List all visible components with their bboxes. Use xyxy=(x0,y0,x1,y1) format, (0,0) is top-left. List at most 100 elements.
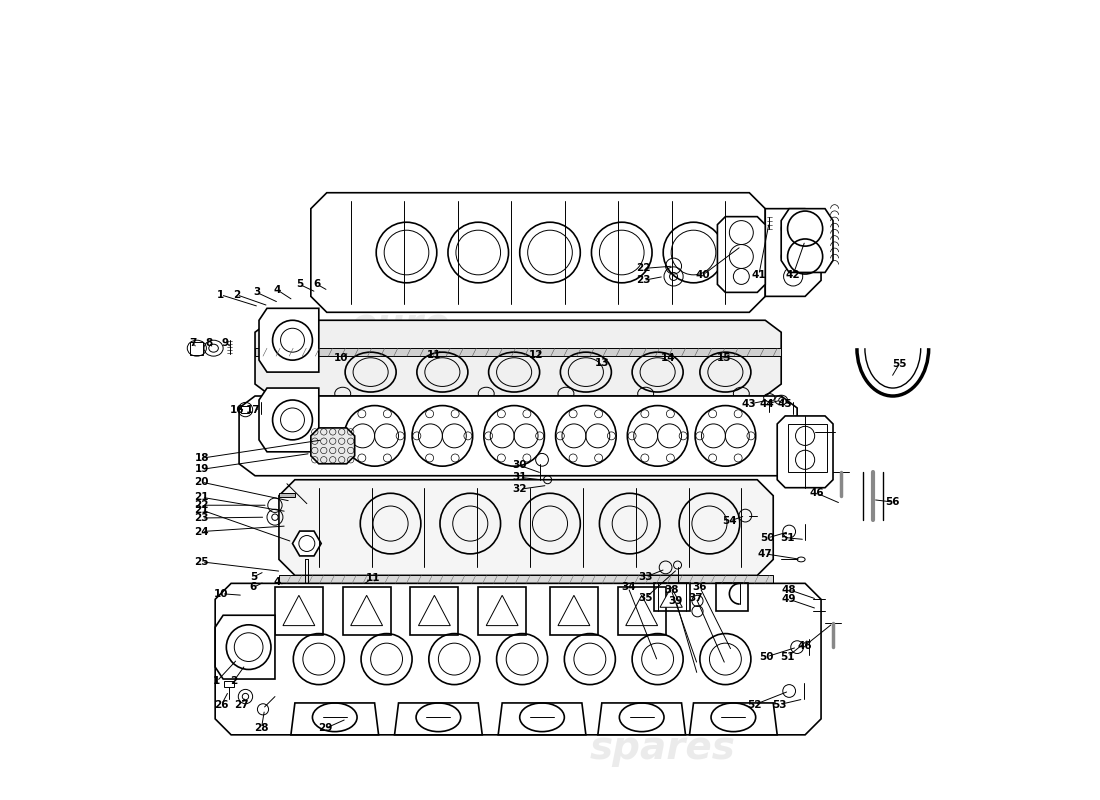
Text: 54: 54 xyxy=(722,516,737,526)
Text: 10: 10 xyxy=(214,589,229,598)
Text: 40: 40 xyxy=(696,270,711,280)
Polygon shape xyxy=(781,209,833,273)
Text: 21: 21 xyxy=(195,492,209,502)
Bar xyxy=(279,494,295,498)
Polygon shape xyxy=(311,193,766,312)
Polygon shape xyxy=(558,595,590,626)
Polygon shape xyxy=(395,703,482,735)
Text: 48: 48 xyxy=(782,585,796,594)
Polygon shape xyxy=(216,615,275,679)
Text: 29: 29 xyxy=(318,723,332,734)
Text: 6: 6 xyxy=(250,582,257,592)
Polygon shape xyxy=(255,320,781,396)
Text: 5: 5 xyxy=(296,279,304,290)
Text: 46: 46 xyxy=(810,488,824,498)
Text: 32: 32 xyxy=(513,484,527,494)
Text: 23: 23 xyxy=(195,513,209,523)
Polygon shape xyxy=(778,416,833,488)
Polygon shape xyxy=(486,595,518,626)
Text: 50: 50 xyxy=(760,652,774,662)
Text: 14: 14 xyxy=(661,353,675,362)
Polygon shape xyxy=(660,587,682,607)
Text: 42: 42 xyxy=(785,270,801,280)
Polygon shape xyxy=(766,209,821,296)
Bar xyxy=(275,587,322,635)
Bar xyxy=(242,406,250,413)
Polygon shape xyxy=(279,480,773,575)
Bar xyxy=(190,342,204,354)
Text: 38: 38 xyxy=(664,585,679,594)
Text: 3: 3 xyxy=(253,287,261,298)
Text: 8: 8 xyxy=(206,338,212,347)
Text: 19: 19 xyxy=(195,464,209,474)
Text: euro: euro xyxy=(351,306,451,344)
Text: 20: 20 xyxy=(195,477,209,487)
Polygon shape xyxy=(290,703,378,735)
Text: 37: 37 xyxy=(689,593,703,602)
Text: 2: 2 xyxy=(233,290,240,300)
Bar xyxy=(343,587,390,635)
Polygon shape xyxy=(597,703,685,735)
Text: 12: 12 xyxy=(529,350,543,359)
Text: 1: 1 xyxy=(217,290,224,300)
Text: spares: spares xyxy=(590,729,736,766)
Text: 22: 22 xyxy=(195,500,209,510)
Text: 47: 47 xyxy=(758,549,772,559)
Text: 28: 28 xyxy=(254,723,268,734)
Polygon shape xyxy=(311,428,354,464)
Polygon shape xyxy=(258,388,319,452)
Text: 6: 6 xyxy=(314,279,321,290)
Text: 24: 24 xyxy=(195,526,209,537)
Polygon shape xyxy=(216,583,821,735)
Text: spares: spares xyxy=(590,490,736,527)
Text: 30: 30 xyxy=(513,460,527,470)
Text: 56: 56 xyxy=(886,497,900,507)
Polygon shape xyxy=(418,595,450,626)
Bar xyxy=(550,587,597,635)
Polygon shape xyxy=(239,396,798,476)
Polygon shape xyxy=(255,348,781,356)
Text: 9: 9 xyxy=(222,338,229,347)
Text: 21: 21 xyxy=(195,505,209,515)
Text: 15: 15 xyxy=(716,353,732,362)
Text: 31: 31 xyxy=(513,472,527,482)
Text: 17: 17 xyxy=(246,405,261,414)
Text: 4: 4 xyxy=(274,577,280,586)
Polygon shape xyxy=(293,492,321,523)
Bar xyxy=(788,424,827,472)
Text: 44: 44 xyxy=(759,399,774,409)
Text: 25: 25 xyxy=(195,557,209,567)
Text: 46: 46 xyxy=(798,641,813,650)
Polygon shape xyxy=(717,217,766,292)
Text: 4: 4 xyxy=(274,285,280,295)
Text: 41: 41 xyxy=(751,270,767,280)
Bar xyxy=(716,583,748,611)
Bar xyxy=(410,587,459,635)
Text: 11: 11 xyxy=(427,350,442,359)
Text: 7: 7 xyxy=(189,338,197,347)
Polygon shape xyxy=(690,703,778,735)
Text: 22: 22 xyxy=(636,263,650,274)
Text: 51: 51 xyxy=(780,652,795,662)
Text: 10: 10 xyxy=(334,353,349,362)
Text: 33: 33 xyxy=(638,572,653,582)
Text: 55: 55 xyxy=(892,359,906,369)
Polygon shape xyxy=(626,595,658,626)
Bar xyxy=(279,575,773,583)
Text: 34: 34 xyxy=(620,582,636,592)
Bar xyxy=(618,587,666,635)
Text: 53: 53 xyxy=(772,699,786,710)
Text: 39: 39 xyxy=(669,596,683,606)
Text: 23: 23 xyxy=(636,275,650,286)
Text: 45: 45 xyxy=(778,399,792,409)
Bar xyxy=(224,682,233,687)
Polygon shape xyxy=(498,703,586,735)
Text: 50: 50 xyxy=(760,533,774,543)
Polygon shape xyxy=(258,308,319,372)
Bar xyxy=(478,587,526,635)
Text: 13: 13 xyxy=(595,358,609,367)
Text: 52: 52 xyxy=(748,699,762,710)
Text: 18: 18 xyxy=(195,453,209,463)
Text: euro: euro xyxy=(351,625,451,663)
Text: 5: 5 xyxy=(250,572,257,582)
